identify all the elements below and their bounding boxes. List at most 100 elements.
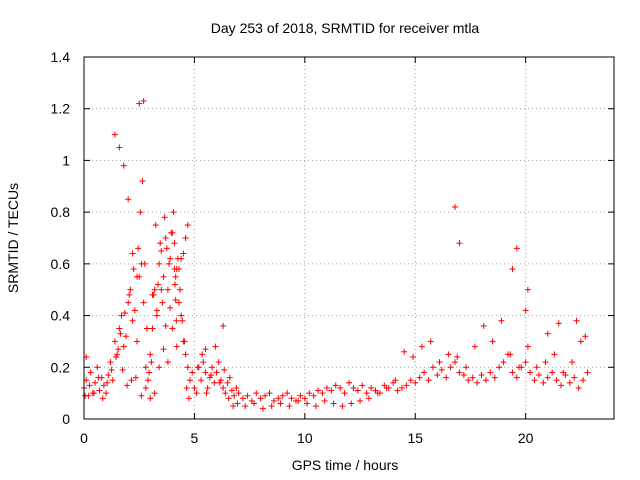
data-point [421,369,428,376]
data-point [108,366,115,373]
data-point [172,297,179,304]
data-point [337,384,344,391]
data-point [171,281,178,288]
data-point [571,374,578,381]
data-point [270,397,277,404]
data-point [251,400,258,407]
data-point [189,369,196,376]
data-point [159,299,166,306]
data-point [148,359,155,366]
data-point [119,366,126,373]
data-point [130,266,137,273]
data-point [202,346,209,353]
data-point [575,384,582,391]
data-point [487,369,494,376]
data-point [235,390,242,397]
data-point [365,395,372,402]
data-point [549,369,556,376]
data-point [524,343,531,350]
data-point [234,400,241,407]
data-point [141,260,148,267]
data-point [275,395,282,402]
data-point [160,346,167,353]
data-point [99,395,106,402]
data-point [122,333,129,340]
data-point [231,392,238,399]
data-point [138,392,145,399]
data-point [181,338,188,345]
data-point [454,353,461,360]
data-point [116,325,123,332]
data-point [480,322,487,329]
data-point [107,359,114,366]
data-point [513,245,520,252]
data-point [215,359,222,366]
data-point [158,286,165,293]
data-point [522,307,529,314]
data-point [157,240,164,247]
y-tick-label: 0.8 [51,204,71,220]
data-point [124,382,131,389]
data-point [94,364,101,371]
data-point [111,131,118,138]
data-point [328,387,335,394]
data-point [179,317,186,324]
data-point [222,390,229,397]
x-tick-label: 5 [191,430,199,446]
data-point [158,247,165,254]
data-point [230,403,237,410]
data-point [522,359,529,366]
data-point [268,403,275,410]
data-point [177,286,184,293]
data-point [182,235,189,241]
data-point [228,387,235,394]
data-point [193,390,200,397]
data-point [204,384,211,391]
data-point [553,377,560,384]
data-point [95,374,102,381]
data-point [220,322,227,329]
data-point [259,405,266,412]
data-point [211,379,218,386]
data-point [115,346,122,353]
data-point [225,395,232,402]
data-point [184,364,191,371]
data-point [394,387,401,394]
data-point [566,379,573,386]
data-point [142,364,149,371]
data-point [262,392,269,399]
data-point [286,403,293,410]
y-tick-label: 1.2 [51,101,71,117]
y-tick-label: 0.6 [51,256,71,272]
data-point [167,304,174,311]
data-point [151,390,158,397]
data-point [185,395,192,402]
data-point [533,364,540,371]
data-point [162,235,169,241]
data-point [187,377,193,384]
data-point [156,260,163,267]
data-point [149,291,156,298]
data-point [551,351,558,358]
data-point [117,330,124,337]
data-point [149,325,156,332]
data-point [460,372,467,379]
data-point [202,369,209,376]
data-point [118,312,125,319]
data-point [244,392,251,399]
data-point [407,377,414,384]
data-point [167,255,174,262]
data-point [166,260,173,267]
data-point [217,377,224,384]
data-point [153,307,160,314]
data-point [137,209,144,216]
data-point [226,374,233,381]
data-point [175,266,182,273]
data-point [569,359,576,366]
data-point [452,359,458,366]
data-points [81,97,591,412]
data-point [498,317,505,324]
data-point [183,384,190,391]
data-point [220,384,227,391]
data-point [191,384,198,391]
